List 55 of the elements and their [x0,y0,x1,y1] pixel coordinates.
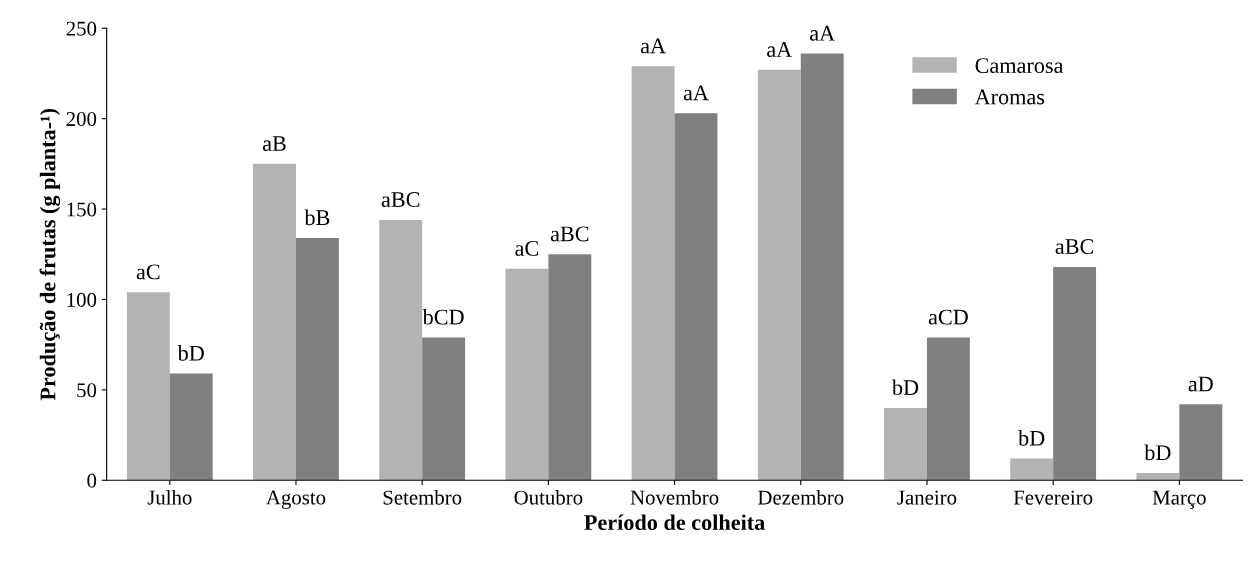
y-tick-label: 150 [67,202,97,217]
x-axis-title: Período de colheita [584,514,765,531]
x-tick-label: Setembro [383,489,462,505]
data-label: bB [304,209,330,226]
data-label: bD [177,345,204,361]
data-label: bCD [422,308,464,325]
bar [884,407,927,481]
legend-label: Aromas [974,89,1045,105]
x-tick-label: Março [1152,490,1206,509]
bar [1136,473,1180,481]
bar [253,163,296,481]
y-axis-title: Produção de frutas (g planta-¹) [39,108,61,401]
x-tick-label: Julho [147,489,192,505]
bar [126,292,170,481]
data-label: aA [683,85,709,101]
legend-label: Camarosa [975,58,1064,74]
x-tick-label: Outubro [514,489,583,505]
data-label: aBC [550,226,589,242]
bar [1010,458,1054,481]
bar [631,66,675,481]
bar [800,53,844,481]
bar [422,337,466,481]
x-tick-label: Fevereiro [1013,490,1093,505]
x-tick-label: Novembro [630,489,719,505]
bar [757,69,801,481]
data-label: aD [1188,376,1213,392]
x-tick-label: Agosto [266,490,326,509]
bar [1179,404,1223,481]
bar [505,268,549,481]
bar [1053,266,1097,481]
y-tick-label: 0 [87,473,97,488]
y-tick-label: 100 [67,292,97,307]
y-tick-label: 250 [66,21,97,36]
data-label: aBC [381,192,420,208]
y-tick-label: 200 [66,112,97,127]
bar [169,373,213,481]
x-tick-label: Dezembro [757,489,844,505]
data-label: bD [1144,444,1171,461]
data-label: aA [767,42,793,57]
data-label: aC [515,240,539,256]
bar [295,237,339,481]
data-label: aA [640,38,666,54]
data-label: bD [891,379,919,396]
bar [674,113,718,481]
data-label: aCD [928,309,968,325]
x-tick-label: Janeiro [897,490,957,505]
data-label: bD [1018,430,1045,446]
data-label: aBC [1055,239,1094,255]
data-label: aB [262,136,286,151]
data-label: aA [810,25,836,41]
data-label: aC [136,264,160,280]
bar [926,337,970,481]
bar [548,254,592,481]
y-tick-label: 50 [77,383,97,398]
bar [379,219,423,481]
